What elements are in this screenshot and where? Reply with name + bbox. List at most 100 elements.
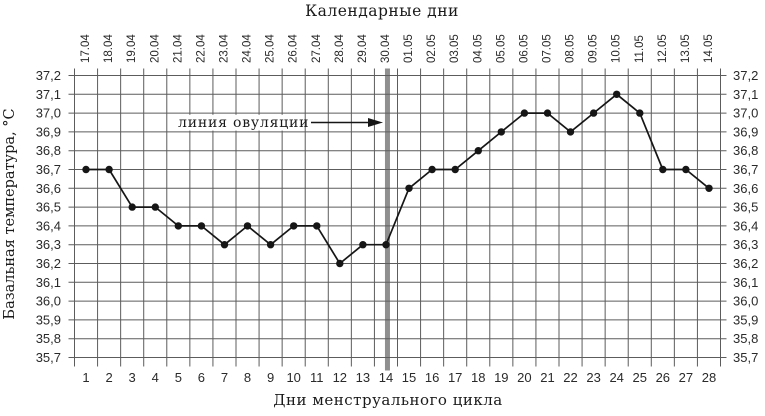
temp-label-left: 35,8	[36, 331, 61, 346]
date-label: 04.05	[472, 34, 484, 63]
temp-label-left: 36,4	[36, 218, 61, 233]
date-label: 01.05	[403, 34, 415, 63]
data-point-day-16	[428, 165, 436, 174]
data-point-day-3	[128, 203, 136, 211]
temp-label-left: 36,9	[36, 124, 61, 139]
date-label: 22.04	[195, 34, 207, 63]
data-point-day-11	[313, 222, 321, 230]
data-point-day-22	[566, 128, 575, 136]
day-label: 5	[175, 370, 182, 385]
date-label: 26.04	[288, 34, 300, 63]
date-label: 03.05	[449, 34, 461, 63]
temp-label-left: 36,1	[36, 275, 61, 290]
data-point-day-28	[705, 184, 713, 192]
temp-label-left: 36,6	[36, 181, 61, 196]
cycle-day-labels: 1 2 3 4 5 6 7 8 9 10 11 12 13 14 15 16 17 18 19 20 21 22 23 24 2…	[82, 370, 716, 385]
temp-label-right: 36,9	[733, 124, 758, 139]
temperature-tick-labels: 37,2 37,2 37,1 37,1 37,0 37,0 36,9 36,9 36,8 36,8…	[36, 68, 759, 365]
temp-label-right: 37,1	[733, 87, 758, 102]
date-label: 10.05	[611, 34, 623, 63]
day-label: 13	[356, 370, 370, 385]
temp-label-left: 36,2	[36, 256, 61, 271]
temp-label-right: 36,1	[733, 275, 758, 290]
temp-label-left: 37,2	[36, 68, 61, 83]
date-label: 19.04	[126, 34, 138, 63]
temp-label-left: 37,0	[36, 106, 61, 121]
date-label: 02.05	[426, 34, 438, 63]
day-label: 26	[656, 370, 670, 385]
data-point-day-12	[336, 259, 344, 268]
top-axis-title: Календарные дни	[305, 2, 459, 20]
data-point-day-26	[659, 165, 667, 174]
temp-label-right: 36,4	[733, 218, 758, 233]
date-label: 14.05	[703, 34, 715, 63]
date-label: 24.04	[242, 34, 254, 63]
temp-label-right: 37,0	[733, 106, 758, 121]
bottom-axis-title: Дни менструального цикла	[273, 391, 502, 409]
date-label: 09.05	[588, 34, 600, 63]
arrow-head-icon	[368, 118, 383, 127]
day-label: 21	[540, 370, 554, 385]
day-label: 17	[448, 370, 462, 385]
date-label: 29.04	[357, 34, 369, 63]
data-point-day-18	[474, 147, 482, 155]
date-label: 18.04	[103, 34, 115, 63]
data-point-day-23	[589, 109, 598, 117]
day-label: 22	[563, 370, 577, 385]
date-label: 05.05	[495, 34, 507, 63]
date-label: 23.04	[218, 34, 230, 63]
temp-label-right: 36,8	[733, 143, 758, 158]
temp-label-right: 36,7	[733, 162, 758, 177]
date-label: 20.04	[149, 34, 161, 63]
data-point-day-25	[636, 109, 644, 117]
date-label: 28.04	[334, 34, 346, 63]
temp-label-left: 36,5	[36, 200, 61, 215]
date-label: 27.04	[311, 34, 323, 63]
day-label: 8	[244, 370, 251, 385]
ovulation-line	[384, 68, 390, 371]
date-label: 13.05	[680, 34, 692, 63]
date-label: 07.05	[541, 34, 553, 63]
temp-label-right: 35,8	[733, 331, 758, 346]
date-label: 06.05	[518, 34, 530, 63]
data-point-day-27	[682, 165, 690, 174]
day-label: 28	[702, 370, 716, 385]
day-label: 18	[471, 370, 485, 385]
temp-label-left: 37,1	[36, 87, 61, 102]
date-label: 25.04	[265, 34, 277, 63]
temp-label-left: 36,3	[36, 237, 61, 252]
day-label: 4	[152, 370, 159, 385]
temp-label-right: 36,2	[733, 256, 758, 271]
data-point-day-9	[266, 241, 275, 249]
data-point-day-14	[382, 241, 390, 249]
day-label: 3	[129, 370, 136, 385]
date-label: 17.04	[80, 34, 92, 63]
data-point-day-8	[243, 222, 252, 230]
temp-label-right: 35,7	[733, 350, 758, 365]
annotation-label: линия овуляции	[178, 115, 309, 131]
temp-label-left: 36,0	[36, 294, 61, 309]
data-point-day-4	[151, 203, 159, 211]
temp-label-left: 35,9	[36, 312, 61, 327]
temp-label-left: 36,7	[36, 162, 61, 177]
date-label: 30.04	[380, 34, 392, 63]
day-label: 23	[586, 370, 600, 385]
data-point-day-5	[174, 222, 182, 230]
day-label: 12	[333, 370, 347, 385]
data-point-day-10	[290, 222, 298, 230]
annotation-arrow	[311, 118, 383, 127]
day-label: 1	[82, 370, 89, 385]
data-point-day-1	[82, 165, 90, 174]
day-label: 7	[221, 370, 228, 385]
temp-label-right: 36,6	[733, 181, 758, 196]
day-label: 27	[679, 370, 693, 385]
day-label: 25	[633, 370, 647, 385]
calendar-date-labels: 17.04 18.04 19.04 20.04 21.04 22.04 23.04 24.04…	[80, 34, 715, 63]
date-label: 21.04	[172, 34, 184, 63]
temp-label-right: 36,0	[733, 294, 758, 309]
day-label: 9	[267, 370, 274, 385]
data-point-day-13	[359, 241, 367, 249]
